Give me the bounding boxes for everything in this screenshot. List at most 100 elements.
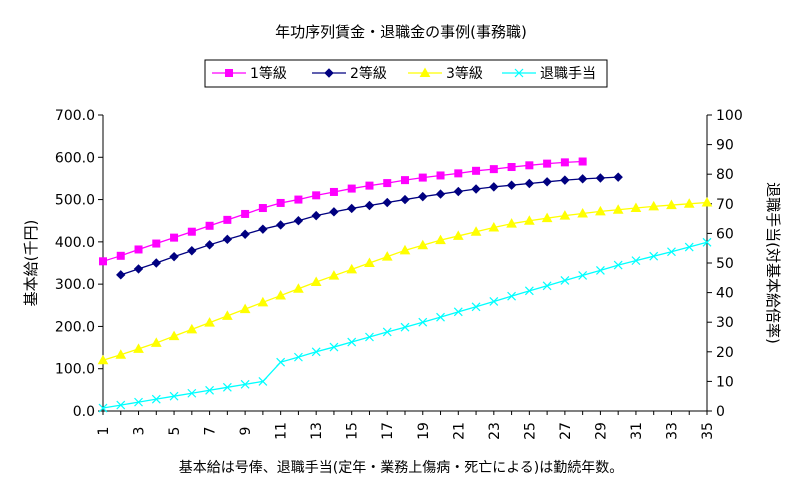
y-right-tick-label: 20 [716,345,734,361]
x-tick-label: 3 [132,427,148,436]
data-point [310,276,322,287]
data-point [346,203,357,214]
legend-marker [225,69,233,77]
data-point [365,332,374,342]
legend-marker [324,68,334,78]
data-point [471,302,481,312]
legend-marker [514,68,524,78]
y-right-tick-label: 0 [716,404,725,420]
y-left-tick-label: 700.0 [55,108,95,124]
data-point [613,260,623,270]
data-point [684,242,694,252]
data-point [328,270,340,280]
y-left-tick-label: 100.0 [55,362,95,378]
x-tick-label: 23 [487,422,503,440]
legend-box [204,59,608,88]
data-point [275,220,286,230]
data-point [187,388,197,398]
data-point [312,191,321,200]
data-point [595,173,606,183]
y-left-tick-label: 300.0 [55,277,95,293]
x-tick-label: 7 [203,427,219,436]
data-point [293,283,304,293]
y-right-tick-label: 80 [716,167,734,183]
data-point [116,270,126,280]
x-tick-label: 15 [345,422,361,440]
data-point [523,215,535,225]
data-point [275,290,287,300]
data-point [401,176,409,185]
data-point [115,349,127,359]
data-point [329,187,338,196]
y-left-tick-label: 500.0 [55,193,95,209]
y-right-tick-label: 70 [716,197,734,213]
y-right-tick-label: 90 [716,138,734,154]
data-point [169,251,179,262]
chart-title: 年功序列賃金・退職金の事例(事務職) [275,23,527,41]
data-point [239,303,251,314]
data-point [507,163,516,172]
data-point [560,175,570,185]
y-right-tick-label: 100 [716,108,743,124]
data-point [454,169,463,178]
data-point [524,286,534,296]
legend-items: 1等級 2等級 3等級 退職手当 [212,65,596,82]
x-tick-label: 29 [593,422,609,440]
y-right-tick-label: 60 [716,226,734,242]
y-left-tick-label: 0.0 [73,404,95,420]
data-point [151,258,162,268]
data-point [595,205,606,216]
data-point [683,198,695,208]
data-point [99,257,107,266]
x-tick-label: 5 [167,427,183,436]
data-point [186,323,198,334]
x-axis-label: 基本給は号俸、退職手当(定年・業務上傷病・死亡による)は勤続年数。 [179,459,624,476]
data-point [578,271,588,280]
data-point [346,263,358,274]
data-point [365,181,374,190]
data-point [187,227,196,236]
data-point [489,297,499,306]
data-point [507,291,517,301]
y-left-axis-label: 基本給(千円) [22,220,40,307]
legend-label: 退職手当 [540,66,596,82]
data-point [293,216,304,226]
y-left-tick-label: 200.0 [55,319,95,335]
data-point [222,234,233,245]
data-point [488,221,500,232]
data-point [293,352,303,362]
series-2 [116,172,623,280]
x-tick-label: 31 [629,422,645,440]
data-point [116,400,126,410]
data-point [168,330,180,341]
data-point [382,327,392,337]
data-point [436,171,445,180]
x-tick-label: 25 [522,422,538,440]
data-point [489,165,498,174]
data-point [116,251,125,260]
data-point [311,210,321,221]
data-point [418,191,428,202]
x-tick-label: 35 [700,422,716,440]
x-tick-label: 33 [664,422,680,440]
data-point [400,194,410,205]
x-tick-label: 17 [380,422,396,440]
data-point [542,177,552,187]
data-point [489,182,499,192]
data-point [294,195,303,204]
data-point [240,379,250,389]
data-point [543,159,552,168]
data-point [187,246,197,256]
data-point [453,307,463,317]
data-point [418,173,427,182]
y-left-tick-label: 600.0 [55,150,95,166]
data-point [258,224,268,234]
data-point [152,239,161,248]
data-point [221,310,233,320]
data-point [702,237,712,247]
data-point [578,157,587,166]
legend-label: 1等級 [250,65,287,82]
data-point [612,204,624,214]
data-point [134,397,143,407]
